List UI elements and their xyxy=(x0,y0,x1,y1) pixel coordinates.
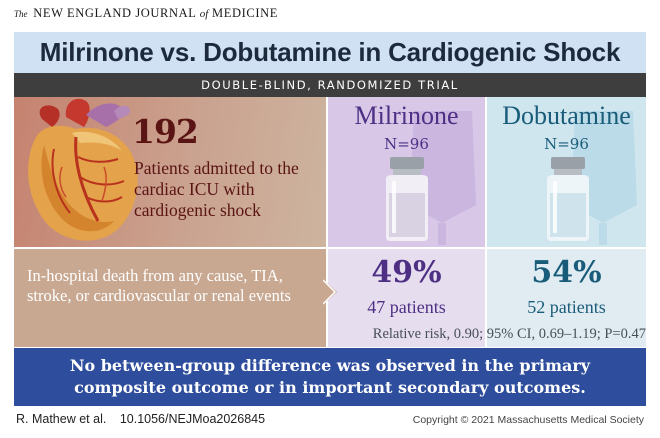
design-bar: DOUBLE-BLIND, RANDOMIZED TRIAL xyxy=(14,73,646,97)
milrinone-result: 49% 47 patients xyxy=(328,249,485,347)
outcome-description: In-hospital death from any cause, TIA, s… xyxy=(27,266,291,305)
patient-count: 192 xyxy=(132,112,199,151)
journal-name-part1: NEW ENGLAND JOURNAL xyxy=(33,6,197,20)
milrinone-panel: Milrinone N=96 xyxy=(328,97,485,247)
patients-panel xyxy=(14,97,326,247)
patient-description: Patients admitted to the cardiac ICU wit… xyxy=(134,158,299,220)
milrinone-n: N=96 xyxy=(384,135,429,153)
footer-doi: 10.1056/NEJMoa2026845 xyxy=(119,412,266,426)
dobutamine-name: Dobutamine xyxy=(502,101,631,130)
relative-risk: Relative risk, 0.90; 95% CI, 0.69–1.19; … xyxy=(372,326,646,342)
vial-icon xyxy=(386,157,428,241)
footer-author: R. Mathew et al. xyxy=(16,412,107,426)
dobutamine-panel: Dobutamine N=96 xyxy=(487,97,646,247)
outcome-panel xyxy=(14,249,326,347)
footer-citation: R. Mathew et al. 10.1056/NEJMoa2026845 xyxy=(16,412,265,426)
conclusion-text: No between-group difference was observed… xyxy=(69,356,591,397)
page-title: Milrinone vs. Dobutamine in Cardiogenic … xyxy=(39,37,621,67)
arrow-right-icon xyxy=(323,279,337,305)
dobutamine-result: 54% 52 patients xyxy=(487,249,646,347)
dobutamine-n: N=96 xyxy=(544,135,589,153)
vial-icon xyxy=(547,157,589,241)
milrinone-patients: 47 patients xyxy=(367,297,446,317)
journal-masthead: The NEW ENGLAND JOURNAL of MEDICINE xyxy=(14,6,278,21)
title-bar: Milrinone vs. Dobutamine in Cardiogenic … xyxy=(14,32,646,73)
journal-the: The xyxy=(14,9,28,19)
milrinone-percent: 49% xyxy=(371,255,442,290)
footer-copyright: Copyright © 2021 Massachusetts Medical S… xyxy=(412,414,644,426)
dobutamine-patients: 52 patients xyxy=(527,297,606,317)
dobutamine-percent: 54% xyxy=(531,255,602,290)
trial-design-label: DOUBLE-BLIND, RANDOMIZED TRIAL xyxy=(201,78,459,92)
heart-icon xyxy=(28,98,138,241)
milrinone-name: Milrinone xyxy=(354,101,459,130)
journal-name-part2: MEDICINE xyxy=(212,6,278,20)
conclusion-bar: No between-group difference was observed… xyxy=(14,348,646,406)
journal-of: of xyxy=(199,8,209,20)
